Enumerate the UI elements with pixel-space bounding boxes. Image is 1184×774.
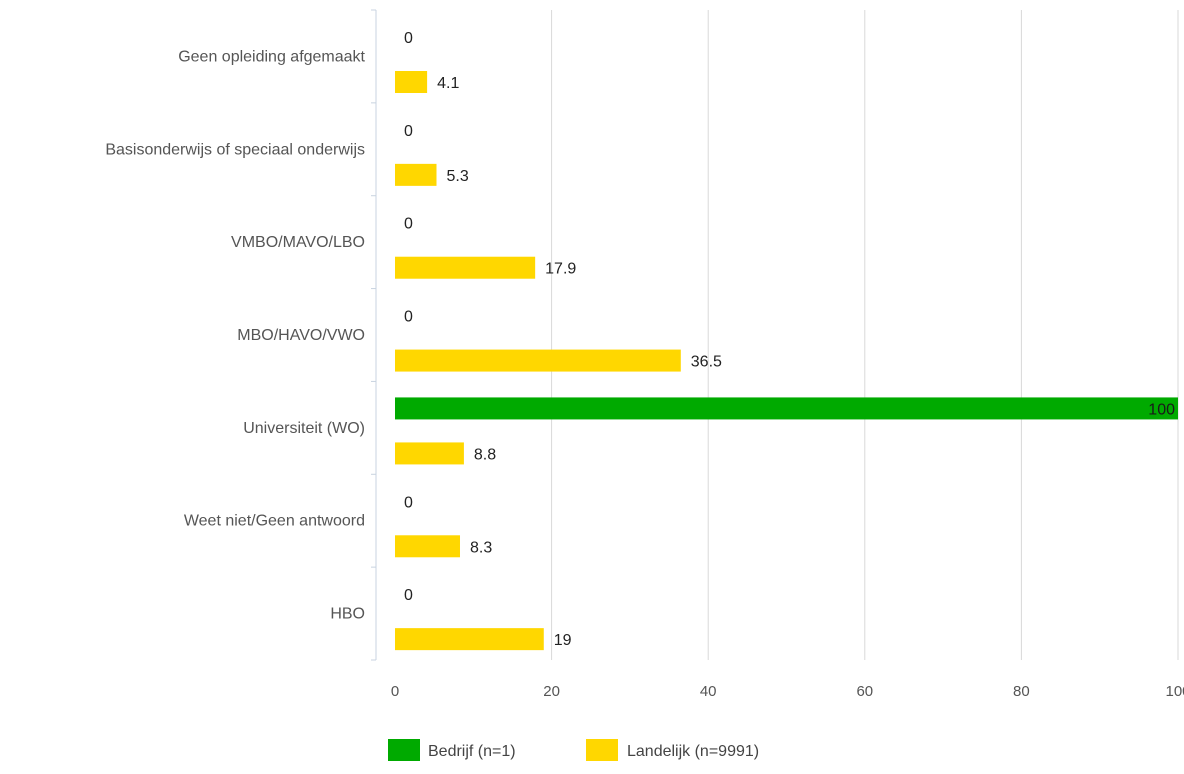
category-label: Basisonderwijs of speciaal onderwijs — [105, 141, 365, 158]
bar-landelijk — [395, 256, 536, 279]
category-label: HBO — [330, 606, 365, 623]
bar-landelijk — [395, 535, 460, 558]
value-label: 100 — [1148, 401, 1175, 418]
value-label: 0 — [404, 309, 413, 326]
category-label: VMBO/MAVO/LBO — [231, 234, 365, 251]
bar-landelijk — [395, 163, 437, 186]
x-tick-label: 0 — [391, 683, 399, 700]
value-label: 0 — [404, 494, 413, 511]
category-label: Universiteit (WO) — [243, 420, 365, 437]
value-label: 17.9 — [545, 261, 576, 278]
value-label: 19 — [554, 632, 572, 649]
value-label: 4.1 — [437, 75, 459, 92]
value-label: 0 — [404, 123, 413, 140]
category-label: Weet niet/Geen antwoord — [184, 513, 365, 530]
x-tick-label: 80 — [1013, 683, 1030, 700]
bar-bedrijf — [395, 397, 1178, 420]
x-tick-label: 20 — [543, 683, 560, 700]
bar-landelijk — [395, 442, 464, 465]
value-label: 5.3 — [446, 168, 468, 185]
legend-swatch-bedrijf — [388, 739, 420, 761]
bar-landelijk — [395, 349, 681, 372]
value-label: 8.8 — [474, 446, 496, 463]
legend-swatch-landelijk — [586, 739, 618, 761]
value-label: 8.3 — [470, 539, 492, 556]
legend-label: Landelijk (n=9991) — [627, 743, 759, 760]
x-tick-label: 100 — [1165, 683, 1184, 700]
value-label: 0 — [404, 587, 413, 604]
category-label: Geen opleiding afgemaakt — [178, 48, 365, 65]
category-label: MBO/HAVO/VWO — [237, 327, 365, 344]
value-label: 0 — [404, 30, 413, 47]
bar-landelijk — [395, 628, 544, 651]
legend-label: Bedrijf (n=1) — [428, 743, 516, 760]
value-label: 0 — [404, 216, 413, 233]
bar-landelijk — [395, 71, 428, 93]
x-tick-label: 60 — [856, 683, 873, 700]
x-tick-label: 40 — [700, 683, 717, 700]
value-label: 36.5 — [691, 354, 722, 371]
